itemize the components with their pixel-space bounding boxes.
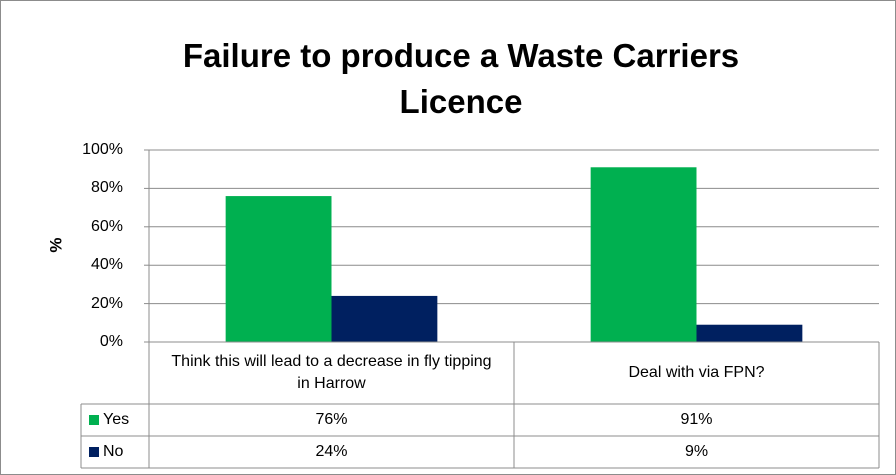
table-value: 9% xyxy=(684,443,709,460)
bar xyxy=(590,167,697,342)
y-tick-label: 20% xyxy=(90,294,123,312)
category-label: Think this will lead to a decrease in fl… xyxy=(171,353,492,392)
bar xyxy=(331,295,438,342)
y-tick-label: 100% xyxy=(82,141,123,158)
table-value: 24% xyxy=(315,443,348,460)
table-value: 76% xyxy=(315,411,348,428)
legend-swatch xyxy=(89,415,99,425)
chart-title: Failure to produce a Waste Carriers Lice… xyxy=(182,37,740,120)
legend-label: No xyxy=(103,443,124,460)
legend-swatch xyxy=(89,447,99,457)
table-value: 91% xyxy=(680,411,713,428)
y-axis-label: % xyxy=(46,237,66,253)
y-tick-label: 80% xyxy=(90,179,123,197)
legend-label: Yes xyxy=(103,411,130,428)
y-tick-label: 60% xyxy=(90,217,123,235)
y-tick-label: 40% xyxy=(90,256,123,274)
bar xyxy=(696,324,803,342)
bar xyxy=(225,196,332,342)
y-tick-label: 0% xyxy=(99,333,123,350)
category-label: Deal with via FPN? xyxy=(628,364,765,381)
